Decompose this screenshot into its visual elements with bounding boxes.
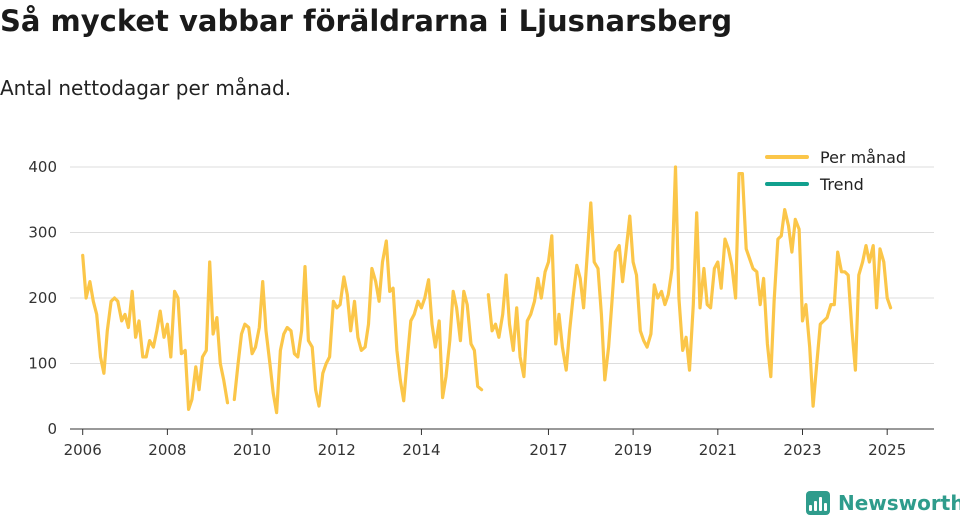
x-tick-label-2023: 2023 [783,441,821,459]
legend-label-2: Trend [819,175,864,194]
x-tick-label-2012: 2012 [318,441,356,459]
per-manad-line-segment-2 [232,239,484,415]
brand-logo[interactable]: Newsworthy [806,488,960,518]
chart-title: Så mycket vabbar föräldrarna i Ljusnarsb… [0,4,733,38]
x-tick-label-2017: 2017 [529,441,567,459]
chart-subtitle: Antal nettodagar per månad. [0,76,292,100]
x-tick-label-2014: 2014 [402,441,440,459]
y-tick-label-100: 100 [28,355,57,373]
legend-label-1: Per månad [820,148,906,167]
per-manad-line-segment-1 [81,253,230,411]
x-tick-label-2025: 2025 [868,441,906,459]
brand-name: Newsworthy [838,491,960,515]
y-tick-label-0: 0 [47,420,57,438]
x-tick-label-2008: 2008 [148,441,186,459]
x-tick-label-2010: 2010 [233,441,271,459]
per-manad-line-segment-3 [486,165,893,408]
x-tick-label-2021: 2021 [699,441,737,459]
y-tick-label-400: 400 [28,158,57,176]
x-tick-label-2006: 2006 [64,441,102,459]
y-tick-label-200: 200 [28,289,57,307]
x-tick-label-2019: 2019 [614,441,652,459]
y-tick-label-300: 300 [28,224,57,242]
newsworthy-logo-icon [806,491,830,515]
